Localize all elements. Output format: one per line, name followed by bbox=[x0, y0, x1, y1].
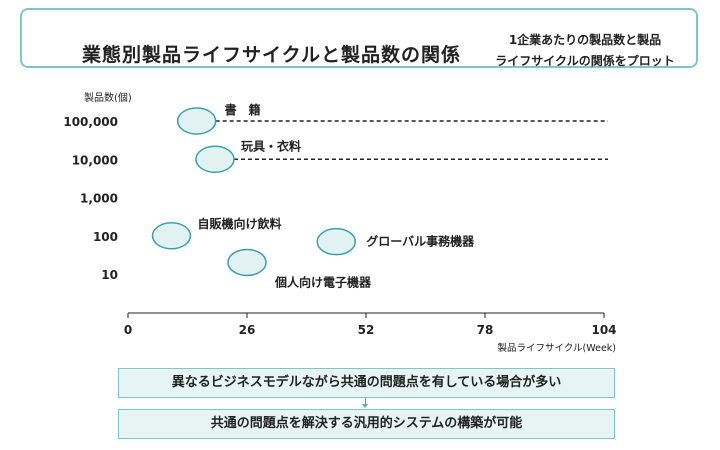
x-axis-label: 製品ライフサイクル(Week) bbox=[498, 342, 616, 354]
x-tick-label: 52 bbox=[358, 323, 375, 337]
data-label: 書 籍 bbox=[225, 102, 261, 117]
x-tick-label: 104 bbox=[591, 323, 616, 337]
x-tick-label: 78 bbox=[477, 323, 494, 337]
header-subtitle: 1企業あたりの製品数と製品 ライフサイクルの関係をプロット bbox=[475, 30, 695, 72]
down-arrow-icon bbox=[362, 398, 368, 409]
y-tick-label: 100,000 bbox=[63, 115, 118, 129]
y-tick-label: 10 bbox=[101, 268, 118, 282]
callout-common-problems: 異なるビジネスモデルながら共通の問題点を有している場合が多い bbox=[118, 368, 615, 398]
y-axis-label: 製品数(個) bbox=[84, 91, 132, 104]
data-label: 自販機向け飲料 bbox=[197, 216, 281, 231]
x-tick-label: 0 bbox=[124, 323, 132, 337]
y-tick-label: 100 bbox=[93, 230, 118, 244]
x-tick-label: 26 bbox=[239, 323, 256, 337]
y-tick-label: 1,000 bbox=[80, 192, 118, 206]
data-bubble bbox=[176, 107, 217, 135]
subtitle-line-1: 1企業あたりの製品数と製品 bbox=[508, 33, 662, 47]
data-bubble bbox=[195, 145, 235, 173]
data-label: 個人向け電子機器 bbox=[274, 274, 372, 289]
data-label: 玩具・衣料 bbox=[241, 138, 301, 153]
data-bubble bbox=[316, 227, 356, 256]
subtitle-line-2: ライフサイクルの関係をプロット bbox=[495, 54, 675, 68]
data-bubble bbox=[151, 222, 192, 250]
data-label: グローバル事務機器 bbox=[366, 234, 475, 249]
data-bubble bbox=[227, 248, 267, 277]
callout-general-system: 共通の問題点を解決する汎用的システムの構築が可能 bbox=[118, 409, 615, 439]
header-box: 業態別製品ライフサイクルと製品数の関係 1企業あたりの製品数と製品 ライフサイク… bbox=[20, 8, 698, 68]
page-title: 業態別製品ライフサイクルと製品数の関係 bbox=[82, 44, 462, 66]
y-tick-label: 10,000 bbox=[72, 153, 118, 167]
